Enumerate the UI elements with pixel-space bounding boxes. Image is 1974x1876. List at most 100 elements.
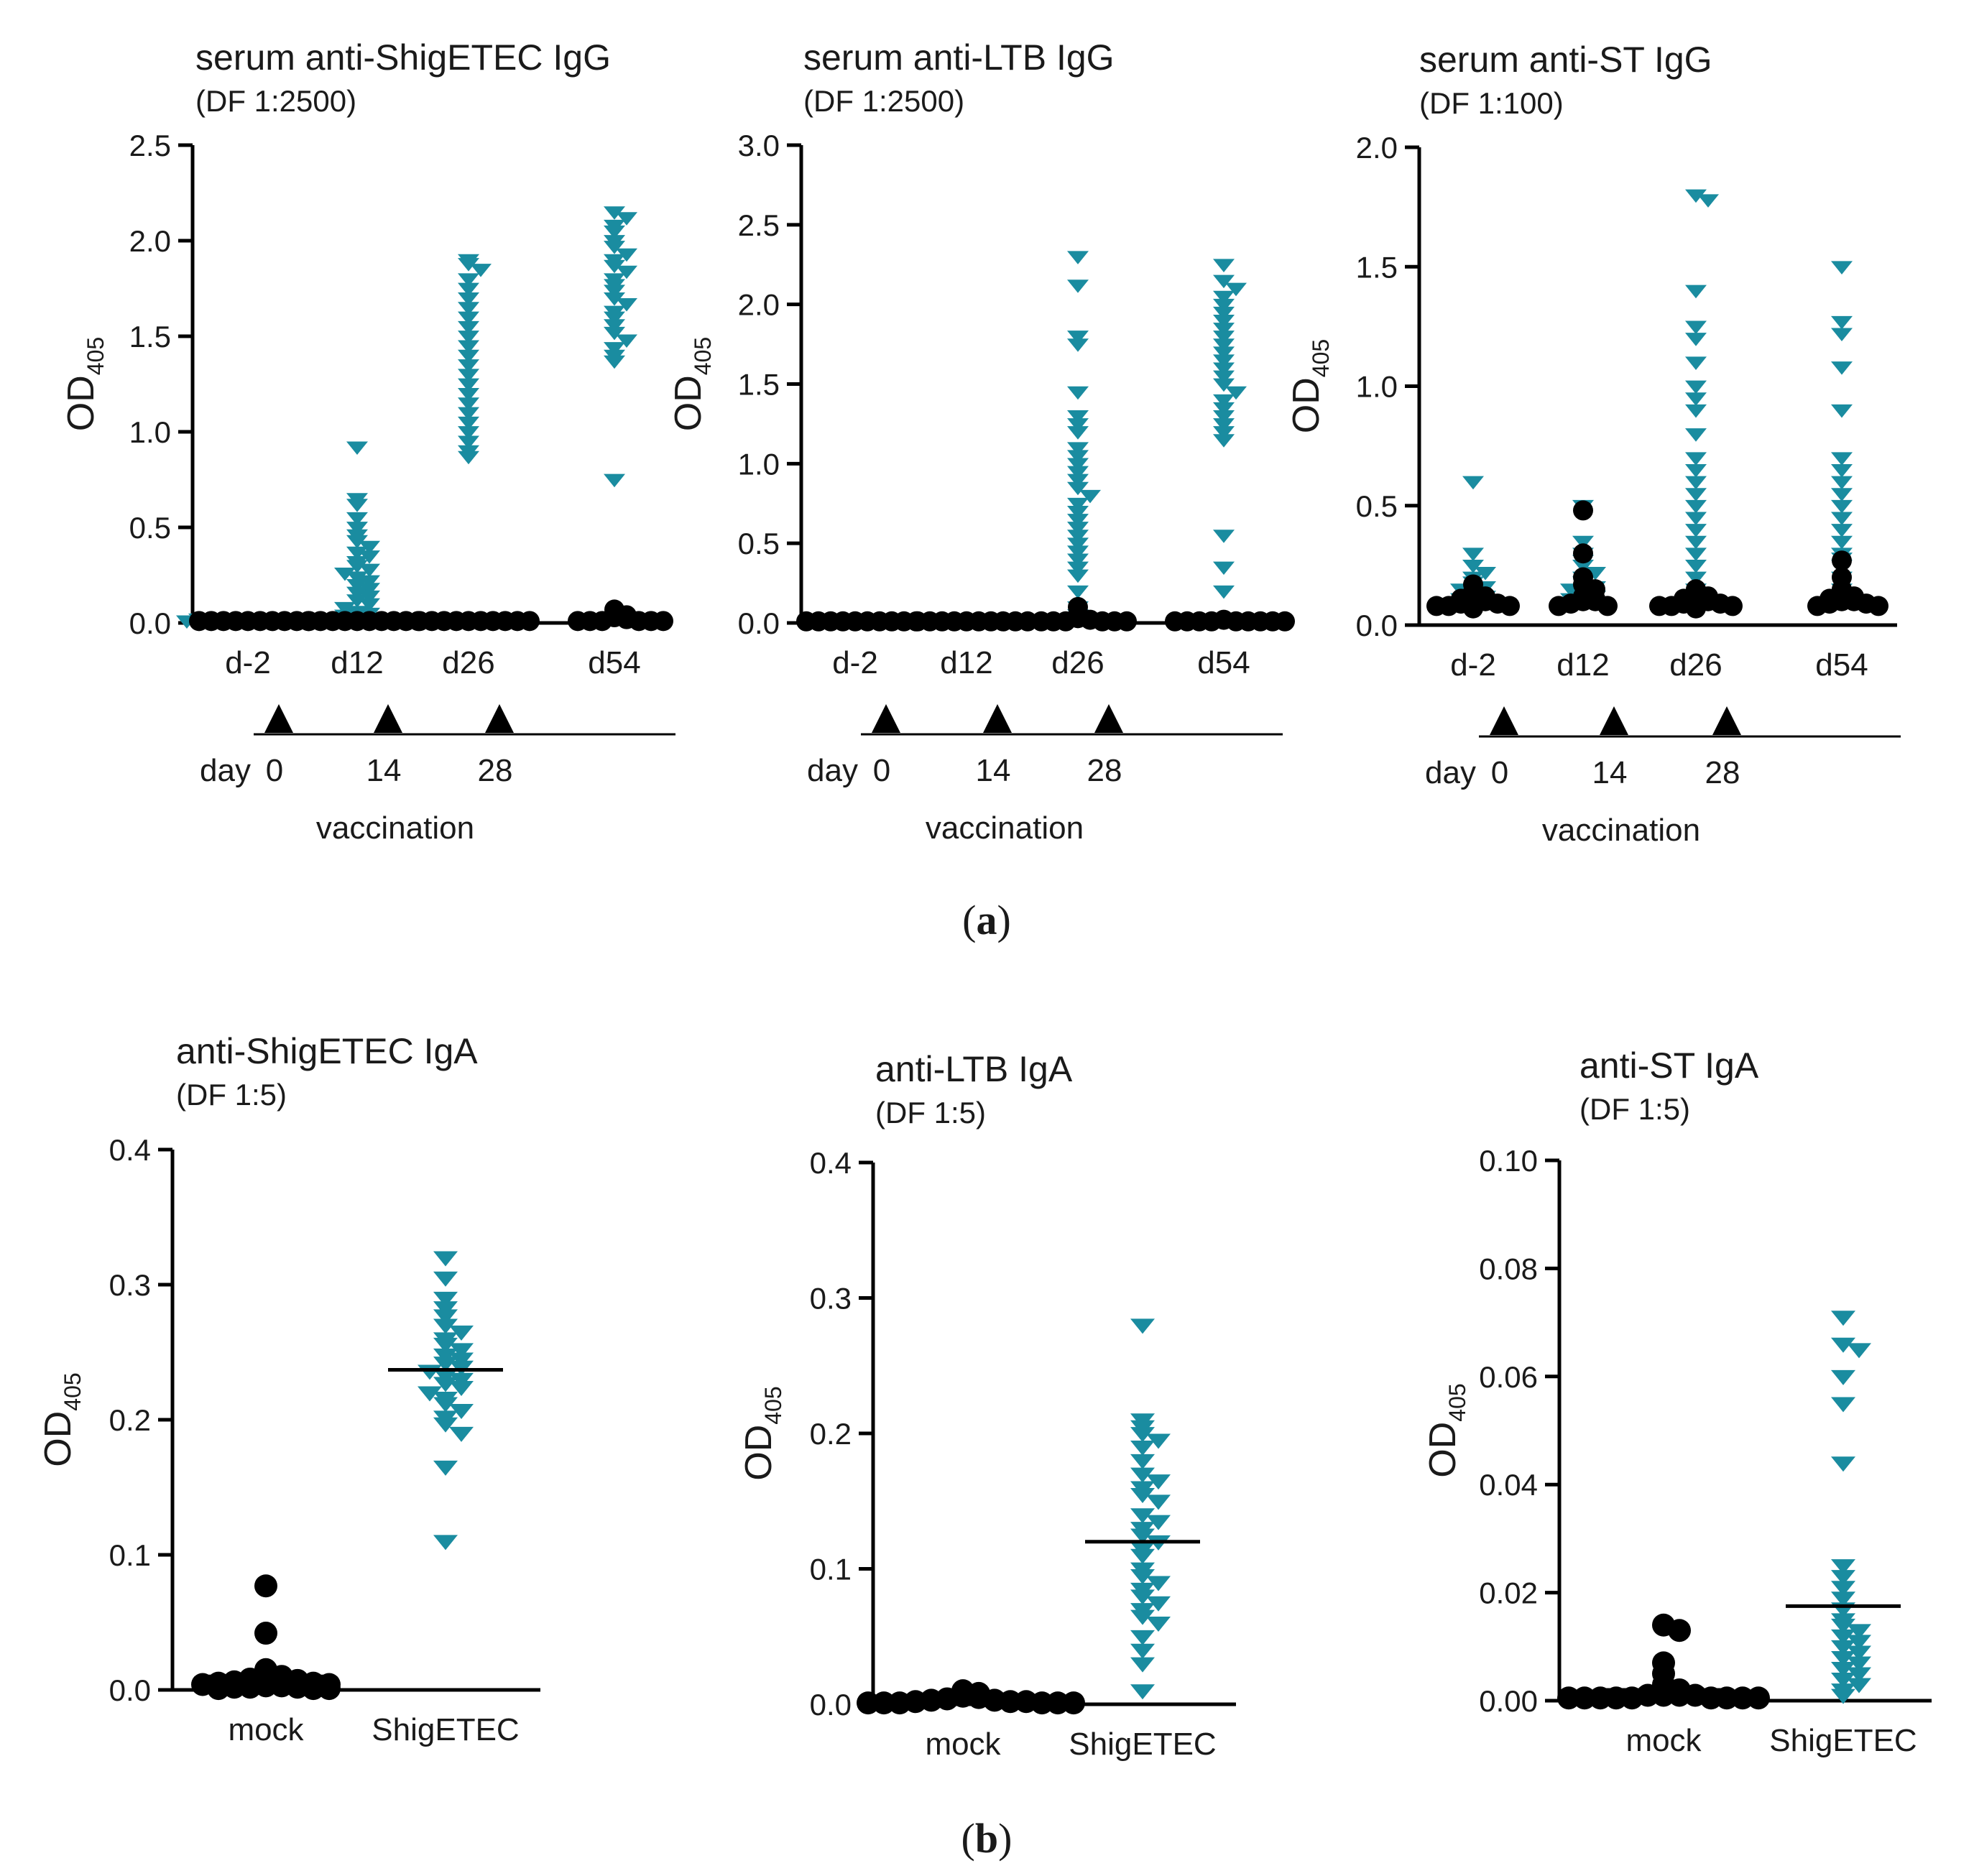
y-tick-label: 1.5 [1356, 250, 1398, 284]
data-point-triangle [1130, 1684, 1155, 1700]
x-category-label: ShigETEC [1769, 1723, 1917, 1758]
data-point-circle [1605, 1686, 1628, 1710]
data-point-circle [1275, 611, 1295, 632]
y-tick-label: 2.5 [738, 208, 780, 242]
data-point-circle [888, 1691, 911, 1715]
data-point-triangle [1130, 1487, 1155, 1503]
y-tick-label: 0.04 [1479, 1468, 1538, 1502]
data-point-triangle [346, 586, 368, 601]
data-point-circle [1165, 611, 1185, 632]
data-point-triangle [449, 1380, 474, 1396]
data-point-circle [1557, 1686, 1580, 1710]
data-point-circle [207, 1677, 230, 1701]
data-point-triangle [433, 1369, 458, 1385]
data-point-triangle [449, 1343, 474, 1359]
data-point-triangle [1213, 354, 1235, 368]
data-point-triangle [1685, 547, 1707, 561]
data-point-triangle [1067, 522, 1089, 535]
chart-title: serum anti-LTB IgG [803, 37, 1115, 78]
data-point-triangle [1213, 346, 1235, 360]
y-tick-label: 0.0 [109, 1673, 151, 1707]
data-point-triangle [334, 568, 356, 581]
data-point-triangle [1831, 1369, 1855, 1385]
data-point-triangle [1831, 1640, 1855, 1655]
y-axis-label-subscript: 405 [690, 337, 716, 375]
data-point-triangle [449, 1403, 474, 1419]
data-point-triangle [1831, 1591, 1855, 1607]
data-point-triangle [1847, 1635, 1871, 1650]
data-point-triangle [1847, 1645, 1871, 1661]
data-point-circle [1620, 1686, 1643, 1710]
data-point-triangle [458, 387, 479, 402]
data-point-triangle [1213, 378, 1235, 392]
data-point-triangle [433, 1271, 458, 1287]
data-point-triangle [346, 512, 368, 526]
data-point-triangle [1831, 512, 1853, 526]
x-category-label: d26 [1669, 647, 1722, 683]
data-point-triangle [346, 560, 368, 573]
data-point-triangle [616, 212, 637, 226]
data-point-triangle [1067, 553, 1089, 568]
data-point-triangle [1213, 290, 1235, 305]
vaccination-marker-icon [1600, 706, 1628, 735]
data-point-triangle [1462, 547, 1484, 561]
data-point-circle [1686, 598, 1706, 619]
y-tick-label: 1.5 [738, 368, 780, 402]
chart-subtitle: (DF 1:2500) [195, 84, 356, 118]
data-point-triangle [1213, 402, 1235, 416]
panel-label-a: (a) [962, 897, 1011, 943]
data-point-triangle [1213, 410, 1235, 424]
schedule-day-label: 28 [1087, 753, 1122, 788]
y-tick-label: 0.2 [810, 1417, 852, 1451]
vaccination-marker-icon [1712, 706, 1741, 735]
data-point-circle [410, 611, 430, 632]
data-point-triangle [1685, 488, 1707, 502]
data-point-circle [1031, 611, 1051, 632]
data-point-circle [872, 1691, 895, 1715]
data-point-triangle [346, 535, 368, 549]
data-point-triangle [1462, 560, 1484, 573]
data-point-triangle [458, 320, 479, 335]
data-point-triangle [1685, 189, 1707, 203]
data-point-triangle [458, 273, 479, 287]
data-point-circle [1500, 596, 1520, 616]
data-point-triangle [1831, 1570, 1855, 1586]
data-point-triangle [1130, 1318, 1155, 1334]
data-point-triangle [1831, 499, 1853, 514]
data-point-triangle [1685, 535, 1707, 550]
y-tick-label: 0.1 [810, 1553, 852, 1586]
x-category-label: d-2 [225, 645, 271, 680]
data-point-triangle [1146, 1617, 1171, 1632]
data-point-triangle [346, 571, 368, 585]
schedule-day-word: day [200, 753, 251, 788]
x-category-label: mock [925, 1727, 1001, 1762]
data-point-triangle [1213, 323, 1235, 336]
data-point-triangle [1067, 481, 1089, 496]
data-point-circle [908, 611, 928, 632]
x-category-label: d12 [940, 645, 992, 680]
data-point-triangle [1146, 1596, 1171, 1612]
schedule-caption: vaccination [1542, 813, 1700, 848]
data-point-triangle [1067, 585, 1089, 599]
data-point-triangle [359, 550, 380, 564]
data-point-triangle [433, 1291, 458, 1307]
data-point-triangle [458, 292, 479, 306]
data-point-triangle [458, 397, 479, 411]
data-point-circle [1668, 1619, 1691, 1642]
y-tick-label: 0.2 [109, 1403, 151, 1437]
data-point-triangle [433, 1337, 458, 1353]
data-point-triangle [433, 1460, 458, 1476]
data-point-triangle [1831, 261, 1853, 274]
y-tick-label: 0.5 [738, 527, 780, 560]
data-point-triangle [1067, 530, 1089, 543]
data-point-triangle [433, 1318, 458, 1334]
data-point-triangle [433, 1357, 458, 1372]
data-point-triangle [1067, 418, 1089, 432]
schedule-day-label: 14 [366, 753, 402, 788]
data-point-triangle [1213, 370, 1235, 384]
data-point-triangle [1130, 1643, 1155, 1659]
schedule-day-label: 14 [976, 753, 1011, 788]
data-point-triangle [1067, 279, 1089, 293]
y-tick-label: 1.0 [738, 447, 780, 481]
data-point-triangle [1685, 512, 1707, 526]
